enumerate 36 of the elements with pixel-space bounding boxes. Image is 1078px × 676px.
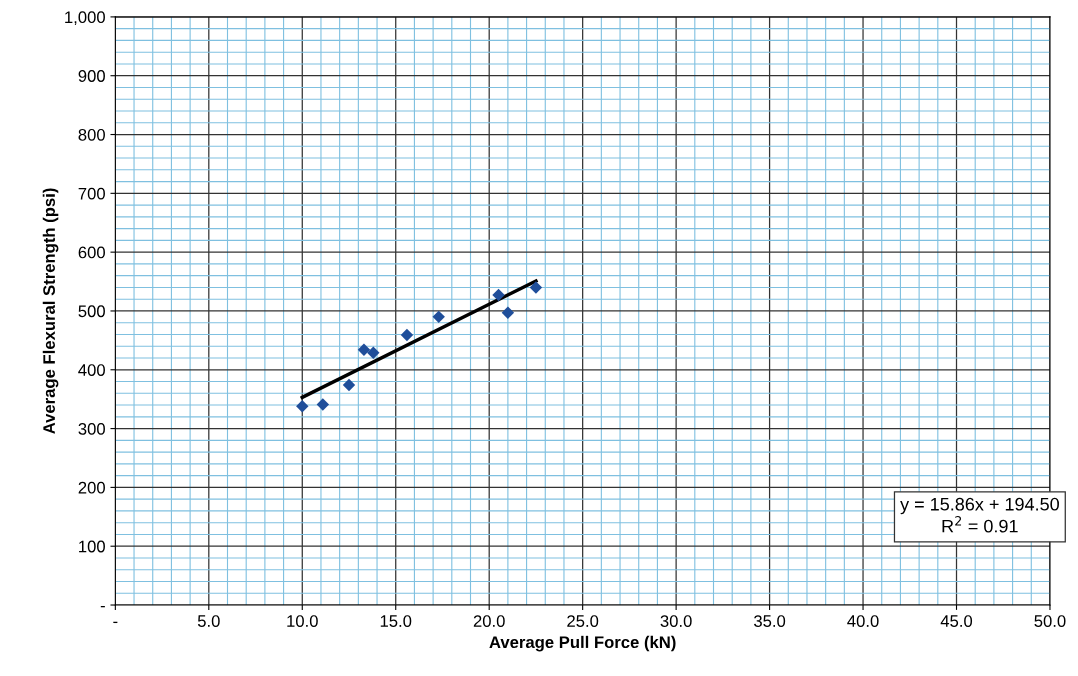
x-tick-label: 25.0 (567, 615, 599, 627)
x-tick-label: 10.0 (287, 615, 318, 627)
y-tick-label: 700 (78, 187, 105, 200)
point (357, 343, 371, 356)
y-tick-label: 900 (78, 70, 105, 82)
x-tick-label: 50.0 (1034, 615, 1066, 627)
y-tick-label: 1,000 (65, 11, 105, 26)
y-tick-label: 600 (78, 246, 105, 259)
x-tick-label: 35.0 (754, 615, 786, 627)
x-tick-label: 40.0 (847, 615, 879, 627)
y-tick-label: 200 (78, 481, 105, 494)
x-tick-label: 45.0 (940, 615, 973, 627)
y-tick-label: 500 (78, 305, 105, 318)
y-tick-label: - (100, 605, 105, 608)
point (400, 328, 414, 342)
y-tick-label: 800 (78, 128, 105, 141)
point (296, 400, 309, 413)
x-tick-label: - (113, 621, 118, 624)
x-tick-label: 30.0 (660, 615, 692, 627)
x-tick-label: 5.0 (197, 615, 220, 627)
y-tick-label: 300 (78, 422, 105, 435)
x-axis-title: Average Pull Force (kN) (489, 635, 676, 652)
annotation: y = 15.86x + 194.50 (900, 497, 1059, 515)
point (316, 398, 330, 411)
point (367, 346, 380, 359)
point (501, 306, 515, 319)
point (342, 378, 356, 392)
point (529, 281, 543, 294)
x-tick-label: 15.0 (380, 615, 412, 627)
y-tick-label: 100 (79, 540, 105, 553)
point (432, 310, 445, 324)
y-axis-title: Average Flexural Strength (psi) (42, 188, 59, 434)
point (492, 288, 505, 302)
x-tick-label: 20.0 (473, 615, 505, 627)
y-tick-label: 400 (78, 364, 105, 376)
annotation: R$^{2}$ = 0.91 (942, 516, 1018, 533)
